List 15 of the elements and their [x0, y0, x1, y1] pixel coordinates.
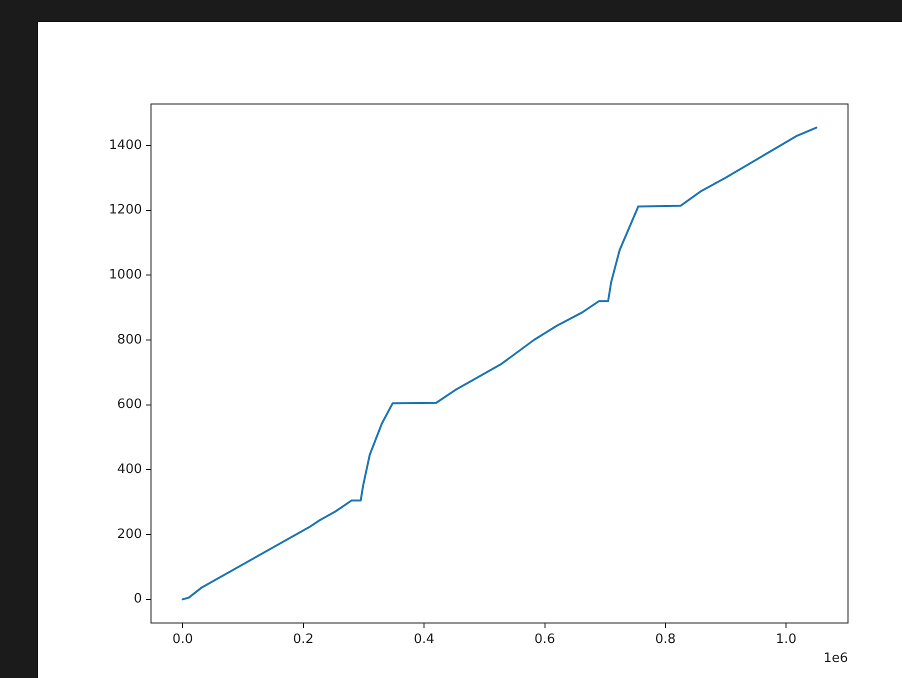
y-tick-label: 1000 — [108, 268, 142, 283]
y-tick-label: 600 — [117, 397, 142, 412]
x-tick-label: 0.8 — [655, 632, 676, 648]
x-tick-label: 0.2 — [293, 632, 314, 648]
text: 1e6 — [823, 650, 848, 666]
x-tick-label: 0.6 — [534, 632, 556, 648]
y-tick-label: 0 — [134, 592, 142, 607]
y-tick-label: 1200 — [108, 202, 142, 218]
y-tick-label: 1400 — [108, 138, 142, 153]
x-tick-label: 0.4 — [414, 632, 434, 648]
y-tick-label: 400 — [117, 462, 142, 478]
y-tick-label: 200 — [117, 526, 142, 542]
x-tick-label: 1.0 — [776, 632, 796, 648]
x-tick-label: 0.0 — [172, 632, 194, 648]
y-tick-label: 800 — [117, 332, 142, 348]
